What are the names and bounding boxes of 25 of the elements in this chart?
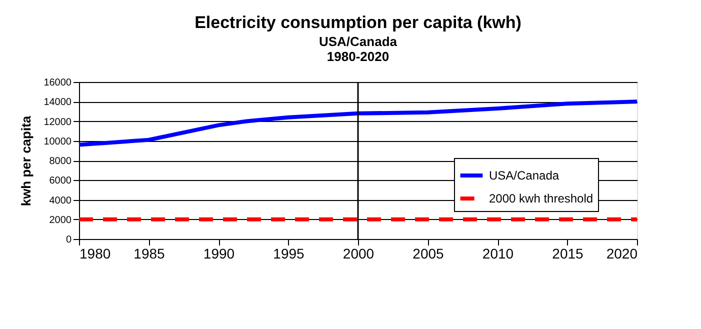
x-tick-label: 2005 xyxy=(412,246,444,262)
y-tick-label: 16000 xyxy=(44,78,72,88)
x-tick-label: 1990 xyxy=(203,246,235,262)
line-series xyxy=(77,100,639,147)
y-tick-label: 0 xyxy=(66,234,72,246)
x-tick-label: 2000 xyxy=(342,246,374,262)
chart-title: Electricity consumption per capita (kwh) xyxy=(194,13,522,32)
y-tick-label: 10000 xyxy=(44,136,72,148)
x-tick-label: 1980 xyxy=(80,246,111,262)
text: USA/Canada xyxy=(318,34,398,49)
legend-label: 2000 kwh threshold xyxy=(489,192,594,206)
y-tick-label: 2000 xyxy=(49,214,72,226)
text: 1980-2020 xyxy=(326,49,390,64)
y-tick-label: 12000 xyxy=(44,116,72,128)
legend-label: USA/Canada xyxy=(489,168,560,182)
y-tick-label: 8000 xyxy=(49,156,72,167)
x-tick-label: 1985 xyxy=(134,246,166,262)
x-tick-label: 2010 xyxy=(482,246,514,262)
x-tick-label: 2015 xyxy=(552,246,584,262)
y-tick-label: 6000 xyxy=(49,176,72,187)
y-tick-label: 4000 xyxy=(49,195,72,206)
y-tick-label: 14000 xyxy=(44,97,72,108)
x-tick-label: 1995 xyxy=(273,246,305,262)
x-tick-label: 2020 xyxy=(606,246,638,262)
y-axis-title: kwh per capita xyxy=(18,115,34,206)
